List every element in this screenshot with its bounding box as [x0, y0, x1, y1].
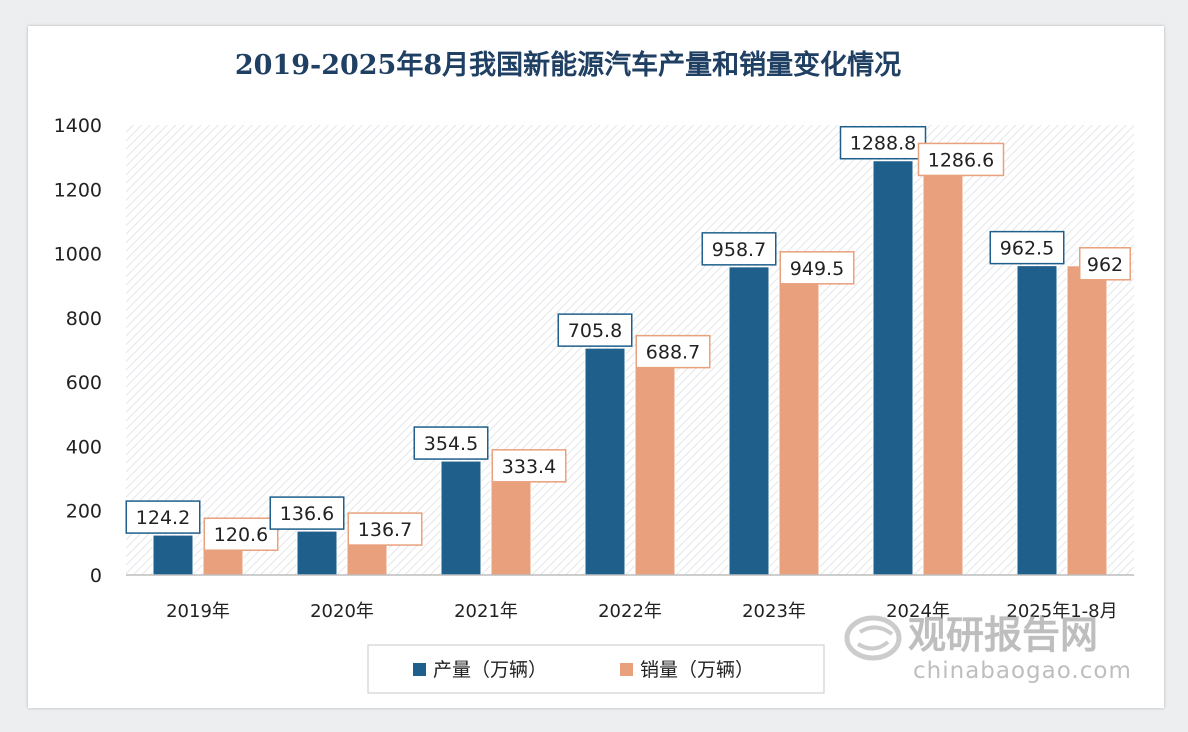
chart-card: 2019-2025年8月我国新能源汽车产量和销量变化情况 0 200 400 600 8… — [28, 26, 1164, 708]
y-tick-label: 1000 — [54, 244, 102, 266]
data-label-box-production — [413, 426, 489, 460]
watermark-logo-icon — [844, 615, 902, 661]
x-tick-label: 2024年 — [886, 601, 950, 622]
bars — [152, 160, 1108, 576]
data-label-production: 1288.8 — [850, 133, 916, 155]
chart-title: 2019-2025年8月我国新能源汽车产量和销量变化情况 — [235, 49, 901, 81]
watermark-name: 观研报告网 — [908, 613, 1098, 657]
bar-sales — [778, 269, 820, 576]
bar-sales — [490, 467, 532, 576]
y-tick-label: 1400 — [54, 115, 102, 137]
data-label-production: 354.5 — [424, 433, 478, 455]
x-tick-label: 2019年 — [166, 601, 230, 622]
bar-production — [440, 460, 482, 576]
bar-production — [872, 160, 914, 576]
data-label-sales: 136.7 — [358, 519, 412, 541]
data-label-box-production — [557, 313, 633, 347]
x-tick-label: 2021年 — [454, 601, 518, 622]
y-axis: 0 200 400 600 800 1000 1200 1400 — [54, 115, 102, 587]
bar-production — [728, 266, 770, 576]
data-label-sales: 949.5 — [790, 258, 844, 280]
data-label-box-production — [989, 230, 1065, 265]
data-label-sales: 688.7 — [646, 342, 700, 364]
y-tick-label: 800 — [66, 308, 102, 330]
data-label-box-production — [269, 496, 345, 530]
data-label-box-production — [839, 125, 927, 160]
y-tick-label: 1200 — [54, 179, 102, 201]
data-label-box-sales — [1079, 247, 1131, 281]
bar-sales — [922, 160, 964, 576]
bar-production — [296, 530, 338, 576]
data-label-production: 136.6 — [280, 503, 334, 525]
bar-production — [1016, 265, 1058, 576]
legend-label-production: 产量（万辆） — [433, 659, 547, 681]
data-label-production: 958.7 — [712, 239, 766, 261]
data-label-sales: 120.6 — [214, 524, 268, 546]
y-tick-label: 200 — [66, 501, 102, 523]
data-label-box-sales — [635, 334, 711, 369]
bar-sales — [1066, 265, 1108, 576]
bar-sales — [634, 353, 676, 576]
data-label-box-sales — [779, 251, 855, 285]
data-label-box-production — [125, 500, 201, 534]
data-label-box-production — [701, 232, 777, 266]
data-label-production: 705.8 — [568, 320, 622, 342]
x-axis: 2019年 2020年 2021年 2022年 2023年 2024年 2025年1-8月 — [166, 601, 1118, 622]
legend: 产量（万辆） 销量（万辆） — [367, 644, 825, 694]
data-label-production: 962.5 — [1000, 238, 1054, 260]
data-label-box-sales — [491, 449, 567, 483]
y-tick-label: 600 — [66, 372, 102, 394]
bar-production — [584, 347, 626, 576]
data-label-box-sales — [917, 142, 1005, 177]
x-tick-label: 2025年1-8月 — [1006, 601, 1117, 622]
data-labels: 124.2 120.6 136.6 136.7 354.5 333.4 705.8 688.7… — [125, 125, 1131, 551]
y-tick-label: 0 — [90, 565, 102, 587]
x-tick-label: 2022年 — [598, 601, 662, 622]
bar-chart: 2019-2025年8月我国新能源汽车产量和销量变化情况 0 200 400 600 8… — [54, 49, 1134, 694]
data-label-sales: 962 — [1087, 254, 1123, 276]
data-label-box-sales — [347, 512, 423, 546]
watermark: 观研报告网 chinabaogao.com — [844, 613, 1132, 684]
data-label-sales: 333.4 — [502, 456, 556, 478]
data-label-production: 124.2 — [136, 507, 190, 529]
watermark-domain: chinabaogao.com — [913, 658, 1132, 684]
data-label-box-sales — [203, 517, 279, 551]
legend-box — [367, 644, 825, 694]
legend-label-sales: 销量（万辆） — [640, 659, 754, 681]
x-tick-label: 2020年 — [310, 601, 374, 622]
x-tick-label: 2023年 — [742, 601, 806, 622]
legend-swatch-sales — [620, 663, 633, 676]
y-tick-label: 400 — [66, 436, 102, 458]
data-label-sales: 1286.6 — [928, 149, 994, 171]
bar-production — [152, 534, 194, 576]
legend-swatch-production — [413, 663, 426, 676]
